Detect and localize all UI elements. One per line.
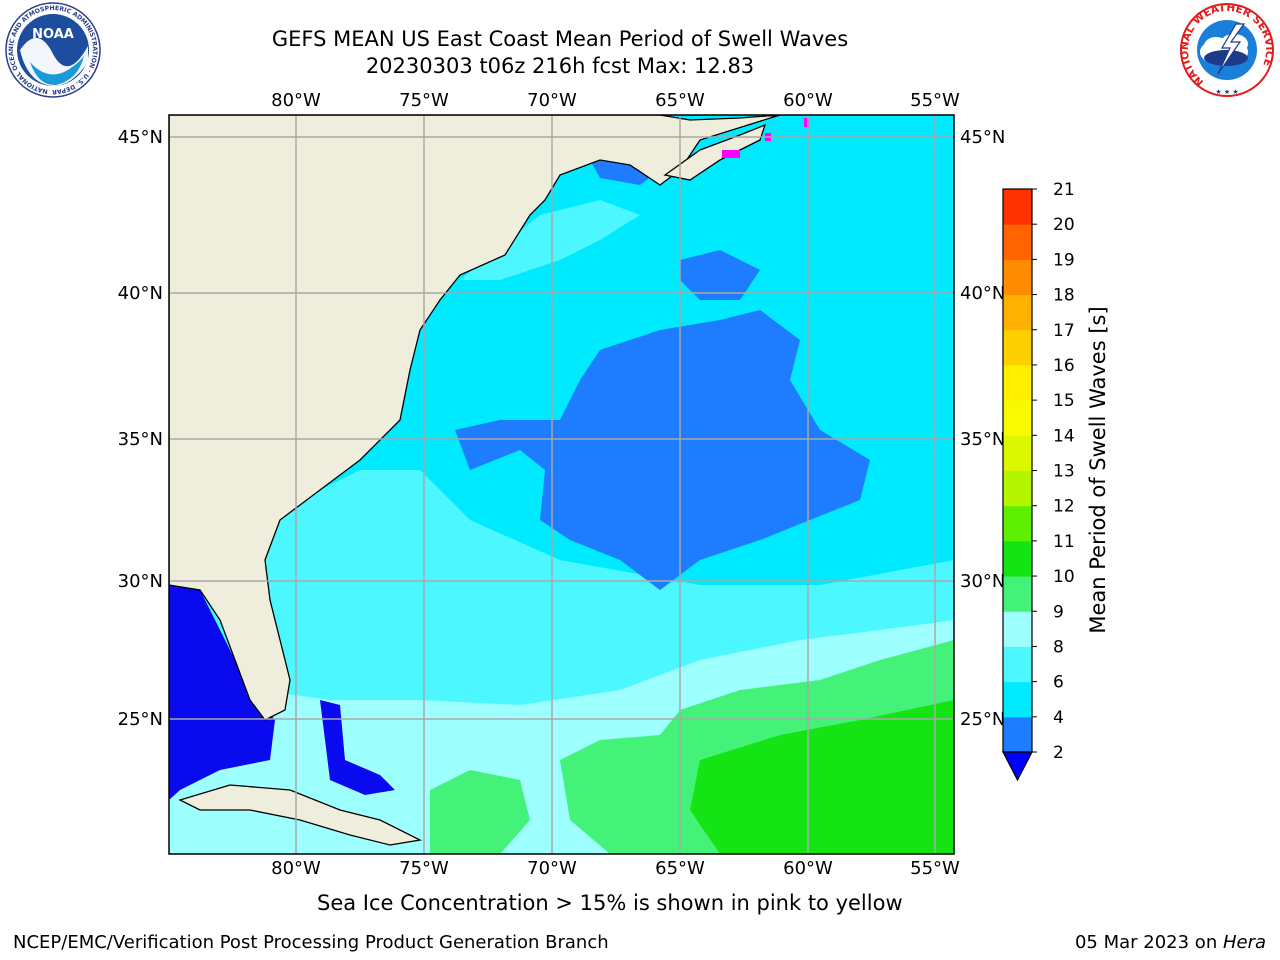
lon-tick-label: 60°W: [783, 858, 833, 879]
colorbar-segment: [1003, 470, 1032, 507]
lon-tick-label: 70°W: [527, 858, 577, 879]
colorbar-segment: [1003, 224, 1032, 260]
lat-ticks-left: 45°N 40°N 35°N 30°N 25°N: [118, 127, 163, 730]
lon-tick-label: 75°W: [399, 90, 449, 111]
colorbar: 2 4 6 8 9 10 11 12 13 14 15 16 17 18 19 20 21: [1002, 180, 1075, 782]
lat-tick-label: 25°N: [960, 709, 1005, 730]
colorbar-segment: [1003, 259, 1032, 296]
sea-ice-patch: [722, 150, 740, 158]
lat-ticks-right: 45°N 40°N 35°N 30°N 25°N: [960, 127, 1005, 730]
colorbar-tick-label: 6: [1053, 673, 1064, 693]
lat-tick-label: 45°N: [960, 127, 1005, 148]
colorbar-tick-label: 18: [1053, 286, 1075, 306]
lon-tick-label: 80°W: [271, 858, 321, 879]
field-below-2-gulf-of-mexico: [169, 580, 275, 800]
colorbar-segment: [1003, 435, 1032, 471]
nws-logo: NATIONAL WEATHER SERVICE ★ ★ ★: [1179, 2, 1275, 97]
colorbar-label: Mean Period of Swell Waves [s]: [1086, 306, 1110, 634]
svg-text:★ ★ ★: ★ ★ ★: [1215, 88, 1238, 96]
noaa-logo-text: NOAA: [32, 27, 74, 42]
colorbar-segment: [1003, 400, 1032, 436]
colorbar-segment: [1003, 329, 1032, 366]
lat-tick-label: 30°N: [118, 571, 163, 592]
credit-date: 05 Mar 2023 on Hera: [1075, 932, 1266, 953]
colorbar-tick-label: 20: [1053, 215, 1075, 235]
field-2-4-central: [455, 310, 870, 590]
chart-title: GEFS MEAN US East Coast Mean Period of S…: [271, 27, 849, 51]
sea-ice-note: Sea Ice Concentration > 15% is shown in …: [317, 891, 903, 915]
lon-tick-label: 55°W: [910, 90, 960, 111]
colorbar-segment: [1003, 646, 1032, 683]
colorbar-tick-label: 2: [1053, 743, 1064, 763]
noaa-logo: NATIONAL OCEANIC AND ATMOSPHERIC ADMINIS…: [2, 2, 101, 98]
lon-tick-label: 65°W: [655, 90, 705, 111]
colorbar-tick-label: 14: [1053, 426, 1075, 446]
lon-ticks-top: 80°W 75°W 70°W 65°W 60°W 55°W: [271, 90, 960, 111]
credit-date-text: 05 Mar 2023 on: [1074, 932, 1223, 953]
map-frame: [168, 114, 955, 855]
colorbar-tick-label: 16: [1053, 356, 1075, 376]
chart-subtitle: 20230303 t06z 216h fcst Max: 12.83: [365, 54, 755, 78]
lon-tick-label: 75°W: [399, 858, 449, 879]
field-10-11: [690, 700, 954, 854]
land-north-america: [169, 115, 781, 721]
field-below-2-bahamas: [320, 700, 395, 795]
colorbar-segment: [1003, 611, 1032, 647]
colorbar-tick-label: 13: [1053, 462, 1075, 482]
field-6-8-north: [460, 200, 640, 280]
lat-tick-label: 30°N: [960, 571, 1005, 592]
lat-tick-label: 25°N: [118, 709, 163, 730]
lat-tick-label: 40°N: [960, 283, 1005, 304]
colorbar-segment: [1003, 189, 1032, 225]
lon-ticks-bottom: 80°W 75°W 70°W 65°W 60°W 55°W: [271, 858, 960, 879]
land-nova-scotia: [663, 123, 767, 181]
map-area: [169, 115, 954, 854]
colorbar-segment: [1003, 364, 1032, 401]
lon-tick-label: 60°W: [783, 90, 833, 111]
lon-tick-label: 65°W: [655, 858, 705, 879]
credit-host: Hera: [1222, 932, 1266, 953]
colorbar-segment: [1003, 505, 1032, 542]
graticule: [169, 115, 954, 854]
colorbar-tick-label: 15: [1053, 391, 1075, 411]
credit-branch: NCEP/EMC/Verification Post Processing Pr…: [13, 932, 609, 953]
colorbar-tick-label: 11: [1053, 532, 1075, 552]
field-9-10-south: [430, 770, 530, 854]
colorbar-tick-label: 9: [1053, 602, 1064, 622]
sea-ice-patch: [804, 118, 809, 127]
colorbar-extend-arrow: [1002, 751, 1033, 782]
colorbar-tick-label: 21: [1053, 180, 1075, 200]
colorbar-tick-label: 19: [1053, 250, 1075, 270]
land-cuba: [178, 784, 423, 846]
lon-tick-label: 55°W: [910, 858, 960, 879]
colorbar-segment: [1003, 540, 1032, 577]
colorbar-tick-label: 4: [1053, 708, 1064, 728]
colorbar-segment: [1003, 681, 1032, 718]
colorbar-segment: [1003, 294, 1032, 331]
lat-tick-label: 35°N: [118, 429, 163, 450]
lon-tick-label: 70°W: [527, 90, 577, 111]
colorbar-tick-label: 12: [1053, 497, 1075, 517]
colorbar-tick-label: 8: [1053, 637, 1064, 657]
colorbar-segment: [1003, 576, 1032, 612]
lat-tick-label: 35°N: [960, 429, 1005, 450]
lat-tick-label: 40°N: [118, 283, 163, 304]
lat-tick-label: 45°N: [118, 127, 163, 148]
colorbar-tick-label: 17: [1053, 321, 1075, 341]
colorbar-tick-label: 10: [1053, 567, 1075, 587]
colorbar-segment: [1003, 716, 1032, 753]
lon-tick-label: 80°W: [271, 90, 321, 111]
field-2-4-north: [680, 250, 760, 300]
